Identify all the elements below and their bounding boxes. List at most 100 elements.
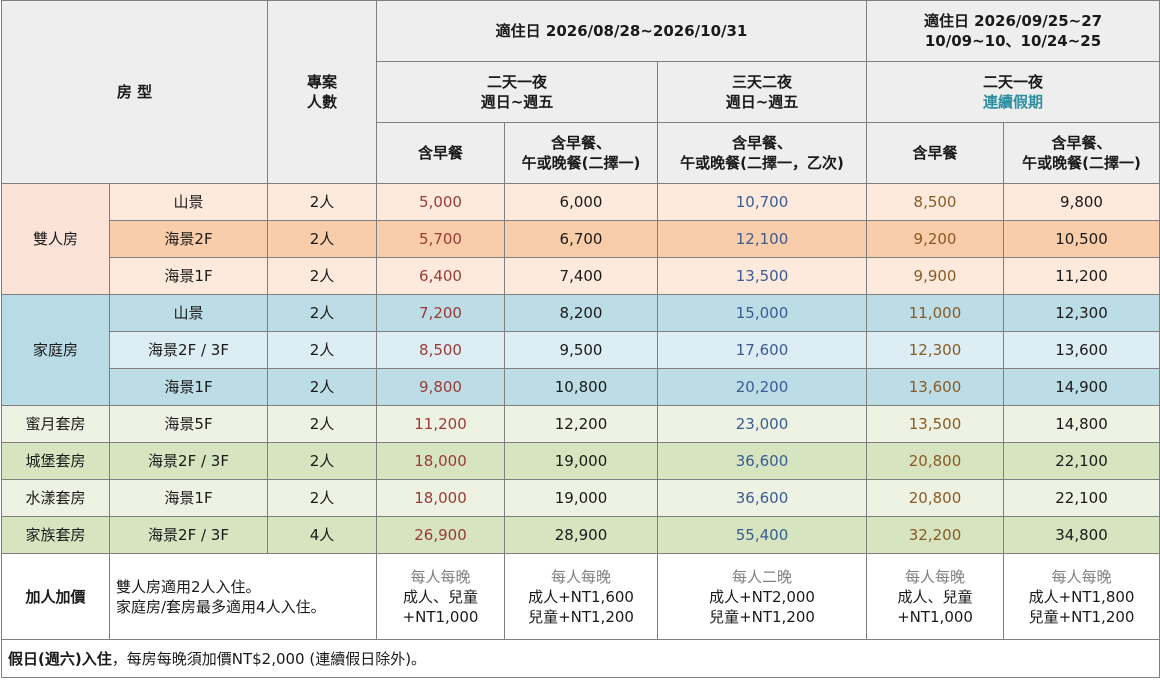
price-cell: 20,800 — [866, 442, 1005, 480]
addon-cell-2: 每人每晚 成人+NT1,600 兒童+NT1,200 — [504, 553, 659, 640]
addon-label: 加人加價 — [1, 553, 110, 640]
room-type-cell: 城堡套房 — [1, 442, 110, 480]
persons-cell: 2人 — [267, 479, 378, 517]
header-plan-3d2n-weekday: 三天二夜 週日~週五 — [657, 61, 868, 123]
table-row: 蜜月套房 海景5F 2人 11,200 12,200 23,000 13,500… — [1, 405, 1160, 443]
price-cell: 12,200 — [504, 405, 659, 443]
price-cell: 19,000 — [504, 442, 659, 480]
group-family-room: 家庭房 — [1, 294, 110, 406]
price-cell: 22,100 — [1003, 479, 1160, 517]
price-cell: 9,800 — [376, 368, 506, 406]
header-meal-1: 含早餐、 午或晚餐(二擇一) — [504, 122, 659, 184]
header-breakfast-1: 含早餐 — [376, 122, 506, 184]
header-meal-3d: 含早餐、 午或晚餐(二擇一，乙次) — [657, 122, 868, 184]
price-cell: 22,100 — [1003, 442, 1160, 480]
price-cell: 8,500 — [866, 183, 1005, 221]
table-row: 海景2F / 3F 2人 8,500 9,500 17,600 12,300 1… — [1, 331, 1160, 369]
table-row: 海景1F 2人 6,400 7,400 13,500 9,900 11,200 — [1, 257, 1160, 295]
price-cell: 14,900 — [1003, 368, 1160, 406]
header-period-1: 適住日 2026/08/28~2026/10/31 — [376, 0, 868, 62]
view-cell: 海景2F — [108, 220, 269, 258]
table-row: 雙人房 山景 2人 5,000 6,000 10,700 8,500 9,800 — [1, 183, 1160, 295]
header-breakfast-2: 含早餐 — [866, 122, 1005, 184]
view-cell: 海景5F — [108, 405, 269, 443]
price-cell: 15,000 — [657, 294, 868, 332]
price-cell: 10,500 — [1003, 220, 1160, 258]
price-cell: 11,000 — [866, 294, 1005, 332]
price-cell: 10,700 — [657, 183, 868, 221]
view-cell: 海景1F — [108, 479, 269, 517]
persons-cell: 2人 — [267, 368, 378, 406]
addon-cell-3: 每人二晚 成人+NT2,000 兒童+NT1,200 — [657, 553, 868, 640]
room-type-cell: 水漾套房 — [1, 479, 110, 517]
price-cell: 7,400 — [504, 257, 659, 295]
addon-cell-1: 每人每晚 成人、兒童 +NT1,000 — [376, 553, 506, 640]
price-cell: 13,600 — [866, 368, 1005, 406]
persons-cell: 2人 — [267, 220, 378, 258]
header-period-2: 適住日 2026/09/25~27 10/09~10、10/24~25 — [866, 0, 1160, 62]
header-meal-2: 含早餐、 午或晚餐(二擇一) — [1003, 122, 1160, 184]
persons-cell: 4人 — [267, 516, 378, 554]
price-cell: 9,800 — [1003, 183, 1160, 221]
footnote: 假日(週六)入住，每房每晚須加價NT$2,000 (連續假日除外)。 — [0, 639, 1160, 678]
price-cell: 11,200 — [376, 405, 506, 443]
table-row: 海景1F 2人 9,800 10,800 20,200 13,600 14,90… — [1, 368, 1160, 406]
persons-cell: 2人 — [267, 331, 378, 369]
addon-cell-4: 每人每晚 成人、兒童 +NT1,000 — [866, 553, 1005, 640]
price-cell: 7,200 — [376, 294, 506, 332]
room-type-cell: 蜜月套房 — [1, 405, 110, 443]
group-double-room: 雙人房 — [1, 183, 110, 295]
price-cell: 13,500 — [866, 405, 1005, 443]
view-cell: 海景2F / 3F — [108, 331, 269, 369]
price-cell: 20,200 — [657, 368, 868, 406]
header-room-type: 房 型 — [0, 0, 269, 184]
price-cell: 6,400 — [376, 257, 506, 295]
view-cell: 海景1F — [108, 257, 269, 295]
table-row: 海景2F 2人 5,700 6,700 12,100 9,200 10,500 — [1, 220, 1160, 258]
footnote-row: 假日(週六)入住，每房每晚須加價NT$2,000 (連續假日除外)。 — [0, 639, 1160, 678]
price-cell: 18,000 — [376, 479, 506, 517]
table-row: 城堡套房 海景2F / 3F 2人 18,000 19,000 36,600 2… — [1, 442, 1160, 480]
table-row: 水漾套房 海景1F 2人 18,000 19,000 36,600 20,800… — [1, 479, 1160, 517]
persons-cell: 2人 — [267, 294, 378, 332]
header-plan-2d1n-holiday: 二天一夜 連續假期 — [866, 61, 1160, 123]
price-cell: 9,200 — [866, 220, 1005, 258]
view-cell: 海景2F / 3F — [108, 516, 269, 554]
persons-cell: 2人 — [267, 442, 378, 480]
view-cell: 山景 — [108, 183, 269, 221]
price-cell: 12,100 — [657, 220, 868, 258]
price-cell: 20,800 — [866, 479, 1005, 517]
addon-cell-5: 每人每晚 成人+NT1,800 兒童+NT1,200 — [1003, 553, 1160, 640]
table-row: 家族套房 海景2F / 3F 4人 26,900 28,900 55,400 3… — [1, 516, 1160, 554]
price-cell: 8,500 — [376, 331, 506, 369]
price-cell: 11,200 — [1003, 257, 1160, 295]
price-cell: 18,000 — [376, 442, 506, 480]
price-cell: 28,900 — [504, 516, 659, 554]
price-cell: 19,000 — [504, 479, 659, 517]
price-cell: 5,700 — [376, 220, 506, 258]
price-cell: 36,600 — [657, 479, 868, 517]
price-cell: 6,700 — [504, 220, 659, 258]
price-cell: 34,800 — [1003, 516, 1160, 554]
price-cell: 32,200 — [866, 516, 1005, 554]
addon-row: 加人加價 雙人房適用2人入住。 家庭房/套房最多適用4人入住。 每人每晚 成人、兒童… — [1, 553, 1160, 640]
room-type-cell: 家族套房 — [1, 516, 110, 554]
persons-cell: 2人 — [267, 257, 378, 295]
header-persons: 專案 人數 — [267, 0, 378, 184]
price-cell: 26,900 — [376, 516, 506, 554]
price-cell: 9,500 — [504, 331, 659, 369]
price-cell: 17,600 — [657, 331, 868, 369]
view-cell: 山景 — [108, 294, 269, 332]
price-cell: 12,300 — [866, 331, 1005, 369]
persons-cell: 2人 — [267, 183, 378, 221]
footnote-bold: 假日(週六)入住 — [8, 649, 112, 668]
persons-cell: 2人 — [267, 405, 378, 443]
price-cell: 10,800 — [504, 368, 659, 406]
price-cell: 5,000 — [376, 183, 506, 221]
price-cell: 8,200 — [504, 294, 659, 332]
price-cell: 36,600 — [657, 442, 868, 480]
footnote-text: ，每房每晚須加價NT$2,000 (連續假日除外)。 — [111, 649, 427, 668]
table-row: 家庭房 山景 2人 7,200 8,200 15,000 11,000 12,3… — [1, 294, 1160, 406]
price-cell: 13,500 — [657, 257, 868, 295]
